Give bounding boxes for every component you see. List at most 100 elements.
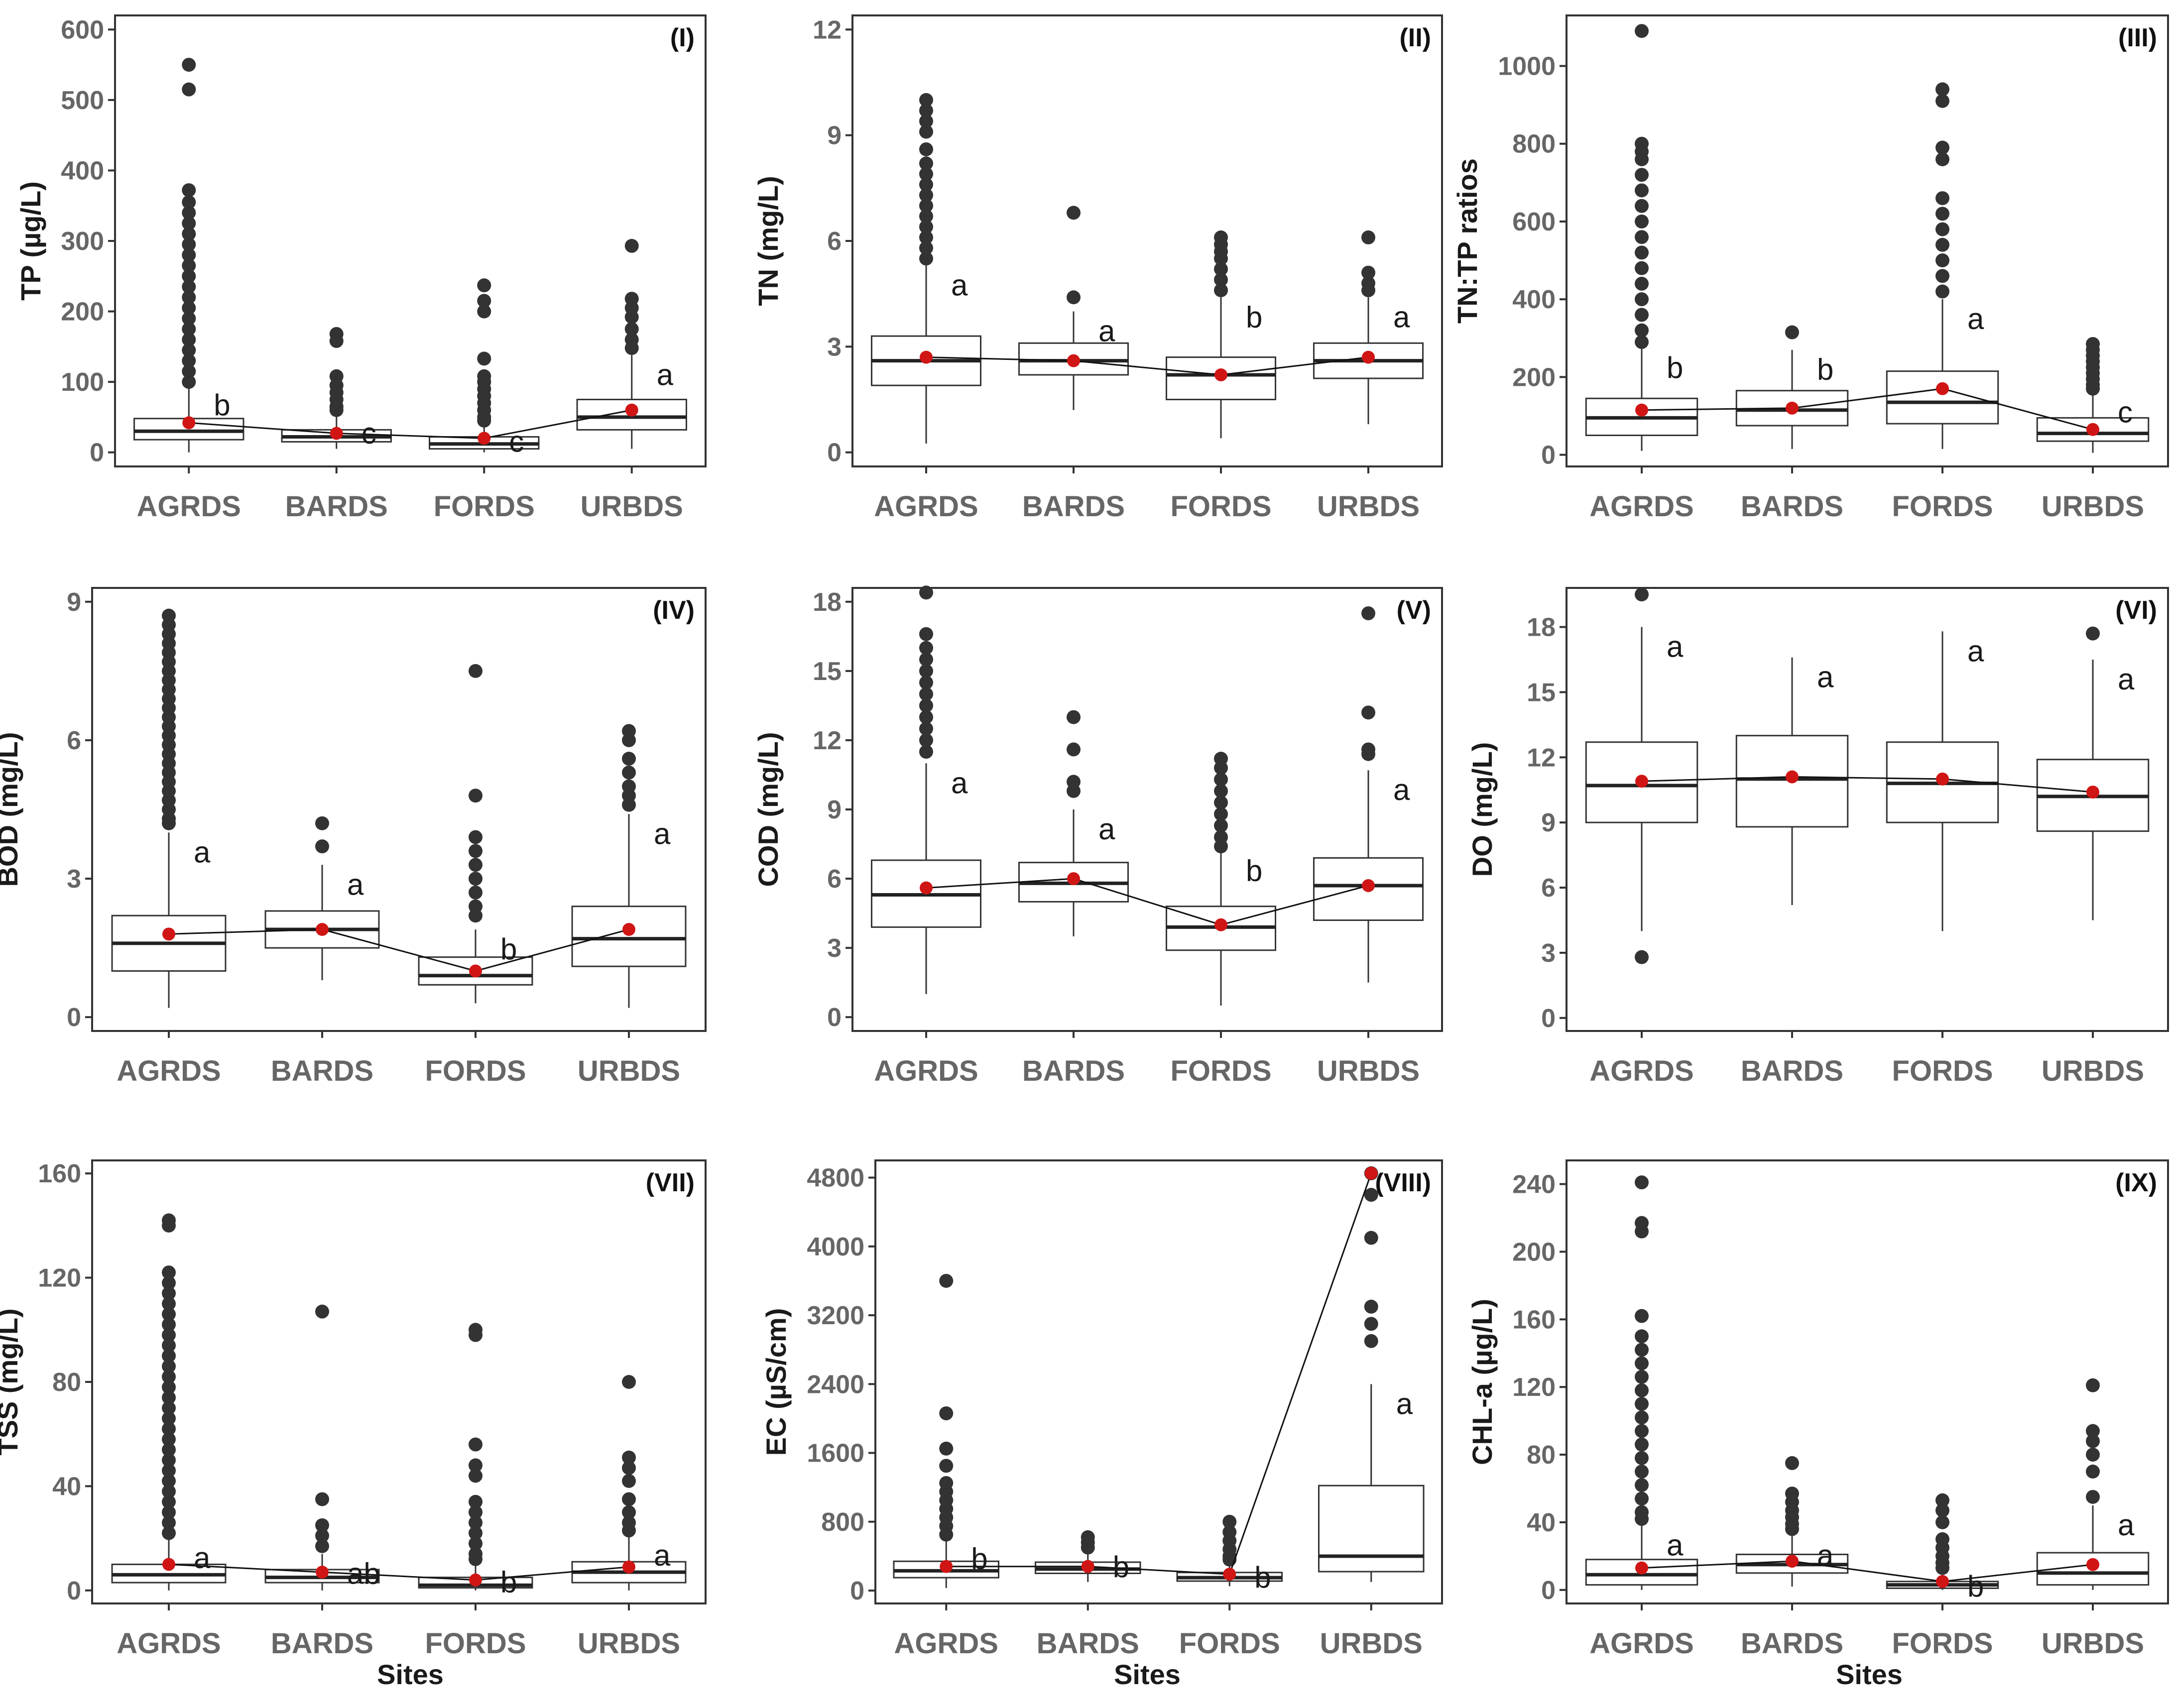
outlier-point bbox=[182, 58, 196, 72]
y-tick-label: 200 bbox=[1512, 363, 1556, 392]
box-agrds bbox=[1585, 24, 1698, 451]
outlier-point bbox=[939, 1527, 954, 1542]
outlier-point bbox=[919, 114, 933, 128]
outlier-point bbox=[624, 238, 639, 253]
outlier-point bbox=[162, 1526, 176, 1540]
outlier-point bbox=[1635, 276, 1649, 291]
outlier-point bbox=[469, 1505, 483, 1519]
outlier-point bbox=[1067, 742, 1081, 757]
y-tick-label: 9 bbox=[827, 121, 842, 150]
outlier-point bbox=[919, 177, 933, 192]
x-tick-label-fords: FORDS bbox=[425, 1055, 526, 1087]
y-tick-label: 18 bbox=[813, 588, 842, 617]
outlier-point bbox=[162, 1265, 176, 1280]
outlier-point bbox=[1361, 747, 1375, 761]
outlier-point bbox=[469, 844, 483, 858]
outlier-point bbox=[469, 1526, 483, 1540]
y-tick-label: 240 bbox=[1512, 1170, 1556, 1199]
x-tick-label-bards: BARDS bbox=[271, 1627, 373, 1660]
outlier-point bbox=[919, 698, 933, 713]
outlier-point bbox=[1635, 24, 1649, 38]
outlier-point bbox=[469, 1458, 483, 1473]
outlier-point bbox=[1214, 272, 1228, 287]
x-tick-label-urbds: URBDS bbox=[578, 1627, 680, 1660]
outlier-point bbox=[622, 1523, 636, 1538]
significance-letter: a bbox=[951, 766, 968, 799]
mean-point bbox=[1214, 368, 1227, 381]
outlier-point bbox=[162, 1505, 176, 1519]
outlier-point bbox=[162, 1443, 176, 1457]
outlier-point bbox=[1785, 1456, 1799, 1471]
mean-point bbox=[1786, 770, 1799, 784]
outlier-point bbox=[162, 816, 176, 830]
y-tick-label: 1000 bbox=[1498, 52, 1556, 81]
panel-label: (VII) bbox=[646, 1168, 695, 1197]
box-body bbox=[571, 906, 687, 967]
y-axis-title: COD (mg/L) bbox=[752, 732, 784, 887]
outlier-point bbox=[182, 353, 196, 368]
box-agrds bbox=[111, 1213, 227, 1591]
x-tick-label-agrds: AGRDS bbox=[894, 1627, 998, 1660]
y-tick-label: 500 bbox=[61, 86, 104, 115]
significance-letter: b bbox=[1113, 1550, 1129, 1584]
plot-frame bbox=[1566, 14, 2169, 467]
significance-letter: a bbox=[1396, 1387, 1413, 1420]
outlier-point bbox=[622, 1474, 636, 1488]
panel-5: 0 3 6 9 12 15 18 COD (mg/L) (V) AGRDS BARDS FORDS UR… bbox=[752, 585, 1443, 1087]
mean-point bbox=[1786, 1555, 1799, 1568]
outlier-point bbox=[182, 227, 196, 241]
outlier-point bbox=[919, 167, 933, 181]
outlier-point bbox=[919, 241, 933, 255]
outlier-point bbox=[162, 1474, 176, 1488]
outlier-point bbox=[315, 816, 329, 830]
plot-frame bbox=[851, 587, 1443, 1032]
panel-label: (I) bbox=[670, 23, 695, 52]
x-tick-label-bards: BARDS bbox=[1741, 490, 1843, 523]
significance-letter: b bbox=[214, 388, 230, 422]
outlier-point bbox=[1935, 1561, 1949, 1575]
y-tick-label: 12 bbox=[813, 15, 842, 44]
panel-label: (V) bbox=[1397, 596, 1431, 625]
panel-label: (II) bbox=[1399, 23, 1431, 52]
outlier-point bbox=[919, 721, 933, 736]
y-tick-label: 12 bbox=[1527, 743, 1556, 772]
mean-trend-line bbox=[926, 878, 1369, 926]
x-tick-label-agrds: AGRDS bbox=[117, 1627, 221, 1660]
outlier-point bbox=[477, 413, 491, 428]
y-tick-label: 200 bbox=[61, 298, 104, 327]
outlier-point bbox=[182, 237, 196, 252]
x-tick-label-bards: BARDS bbox=[1037, 1627, 1139, 1660]
outlier-point bbox=[162, 1307, 176, 1321]
outlier-point bbox=[622, 1505, 636, 1519]
mean-point bbox=[622, 923, 635, 936]
mean-point bbox=[2086, 1558, 2099, 1571]
y-tick-label: 0 bbox=[1541, 1576, 1556, 1605]
x-tick-label-agrds: AGRDS bbox=[1589, 490, 1693, 523]
significance-letter: a bbox=[194, 835, 211, 869]
outlier-point bbox=[1935, 284, 1949, 299]
mean-point bbox=[1067, 354, 1080, 367]
x-tick-label-fords: FORDS bbox=[1179, 1627, 1280, 1660]
mean-trend-line bbox=[168, 928, 629, 972]
outlier-point bbox=[162, 1296, 176, 1311]
panel-label: (III) bbox=[2118, 23, 2157, 52]
outlier-point bbox=[1635, 245, 1649, 260]
outlier-point bbox=[1935, 207, 1949, 221]
outlier-point bbox=[939, 1406, 954, 1421]
x-axis-title-col2: Sites bbox=[1114, 1659, 1181, 1690]
outlier-point bbox=[919, 104, 933, 118]
significance-letter: a bbox=[2118, 663, 2135, 696]
y-tick-label: 400 bbox=[1512, 285, 1556, 314]
y-tick-label: 3200 bbox=[807, 1301, 864, 1330]
significance-letter: a bbox=[1393, 773, 1410, 806]
outlier-point bbox=[919, 585, 933, 600]
outlier-point bbox=[477, 294, 491, 308]
outlier-point bbox=[1361, 265, 1375, 280]
mean-point bbox=[1364, 1166, 1378, 1180]
significance-letter: b bbox=[1246, 854, 1262, 887]
outlier-point bbox=[469, 1536, 483, 1551]
outlier-point bbox=[1214, 784, 1228, 798]
outlier-point bbox=[1935, 140, 1949, 155]
panel-label: (VIII) bbox=[1375, 1168, 1431, 1197]
mean-trend-line bbox=[1641, 388, 2093, 431]
